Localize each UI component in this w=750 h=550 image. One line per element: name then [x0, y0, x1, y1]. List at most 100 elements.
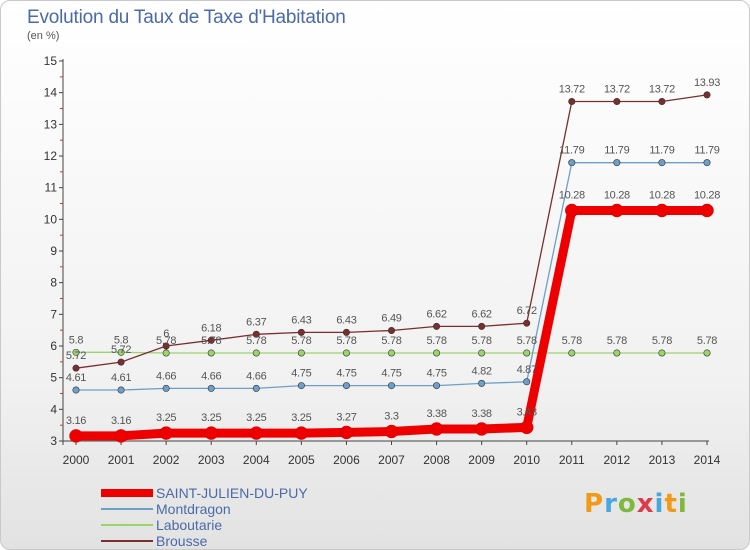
- data-label: 6.43: [291, 314, 311, 326]
- data-label: 4.75: [426, 368, 446, 380]
- chart-title: Evolution du Taux de Taxe d'Habitation: [27, 7, 346, 28]
- x-tick-label: 2001: [108, 453, 135, 467]
- logo-letter: i: [654, 489, 665, 519]
- data-point: [69, 429, 83, 443]
- data-point: [207, 384, 215, 392]
- x-tick-label: 2009: [468, 453, 495, 467]
- data-label: 6.62: [426, 308, 446, 320]
- data-point: [297, 349, 305, 357]
- data-label: 5.78: [697, 335, 717, 347]
- data-point: [162, 384, 170, 392]
- data-point: [297, 328, 305, 336]
- data-point: [568, 159, 576, 167]
- data-point: [519, 420, 534, 435]
- data-label: 5.78: [291, 335, 311, 347]
- data-label: 4.75: [336, 368, 356, 380]
- data-label: 4.75: [381, 368, 401, 380]
- data-label: 6.62: [472, 308, 492, 320]
- x-tick-label: 2007: [378, 453, 405, 467]
- data-point: [387, 382, 395, 390]
- data-point: [387, 326, 395, 334]
- data-point: [613, 159, 621, 167]
- data-label: 4.61: [111, 372, 131, 384]
- legend-swatch: [101, 508, 153, 510]
- logo-letter: r: [604, 489, 618, 519]
- legend-item: Brousse: [101, 533, 401, 549]
- data-point: [433, 349, 441, 357]
- data-label: 3.25: [201, 412, 221, 424]
- proxiti-logo: Proxiti: [584, 489, 688, 519]
- data-label: 10.28: [694, 189, 720, 201]
- data-point: [613, 349, 621, 357]
- data-label: 6.49: [381, 312, 401, 324]
- data-label: 3.27: [336, 411, 356, 423]
- data-point: [568, 98, 576, 106]
- y-tick-label: 14: [44, 86, 58, 100]
- data-label: 13.72: [604, 84, 630, 96]
- data-label: 4.66: [246, 370, 266, 382]
- data-point: [114, 429, 128, 443]
- data-point: [387, 349, 395, 357]
- x-tick-label: 2006: [333, 453, 360, 467]
- data-label: 5.78: [336, 335, 356, 347]
- data-point: [474, 422, 489, 436]
- data-label: 6.18: [201, 322, 221, 334]
- data-label: 3.38: [426, 408, 446, 420]
- data-point: [703, 349, 711, 357]
- y-tick-label: 9: [50, 244, 57, 258]
- data-point: [433, 322, 441, 330]
- x-tick-label: 2012: [604, 453, 631, 467]
- data-point: [72, 386, 80, 394]
- data-point: [162, 342, 170, 350]
- data-point: [523, 319, 531, 327]
- data-label: 3.3: [384, 411, 399, 423]
- data-point: [658, 159, 666, 167]
- x-tick-label: 2013: [649, 453, 676, 467]
- x-tick-label: 2002: [153, 453, 180, 467]
- data-label: 5.72: [66, 350, 86, 362]
- data-point: [162, 349, 170, 357]
- data-point: [655, 203, 669, 218]
- data-point: [117, 358, 125, 366]
- x-tick-label: 2005: [288, 453, 315, 467]
- data-label: 5.78: [156, 335, 176, 347]
- data-point: [294, 426, 309, 440]
- logo-letter: o: [617, 489, 637, 519]
- data-point: [478, 322, 486, 330]
- data-label: 6.72: [517, 305, 537, 317]
- x-tick-label: 2000: [63, 453, 90, 467]
- y-tick-label: 10: [44, 212, 58, 226]
- unit-label: (en %): [27, 30, 60, 42]
- x-tick-label: 2014: [694, 453, 721, 467]
- data-label: 6.43: [336, 314, 356, 326]
- data-point: [433, 382, 441, 390]
- y-tick-label: 8: [50, 276, 57, 290]
- data-label: 5.78: [652, 335, 672, 347]
- data-point: [117, 348, 125, 356]
- y-tick-label: 5: [50, 371, 57, 385]
- data-label: 5.8: [114, 334, 129, 346]
- data-point: [658, 349, 666, 357]
- data-point: [159, 426, 173, 440]
- data-label: 4.61: [66, 372, 86, 384]
- logo-letter: i: [677, 489, 688, 519]
- data-label: 5.78: [426, 335, 446, 347]
- data-point: [117, 386, 125, 394]
- data-label: 11.79: [694, 145, 719, 157]
- data-point: [429, 422, 444, 436]
- data-label: 4.66: [156, 370, 176, 382]
- data-label: 5.78: [472, 335, 492, 347]
- y-tick-label: 6: [50, 339, 57, 353]
- data-point: [523, 349, 531, 357]
- data-point: [523, 378, 531, 386]
- data-label: 5.78: [562, 335, 582, 347]
- y-tick-label: 11: [45, 181, 58, 195]
- data-point: [72, 364, 80, 372]
- legend-swatch: [101, 540, 153, 542]
- data-label: 5.78: [517, 335, 537, 347]
- data-point: [249, 426, 264, 440]
- data-label: 5.78: [381, 335, 401, 347]
- data-label: 6: [163, 328, 169, 340]
